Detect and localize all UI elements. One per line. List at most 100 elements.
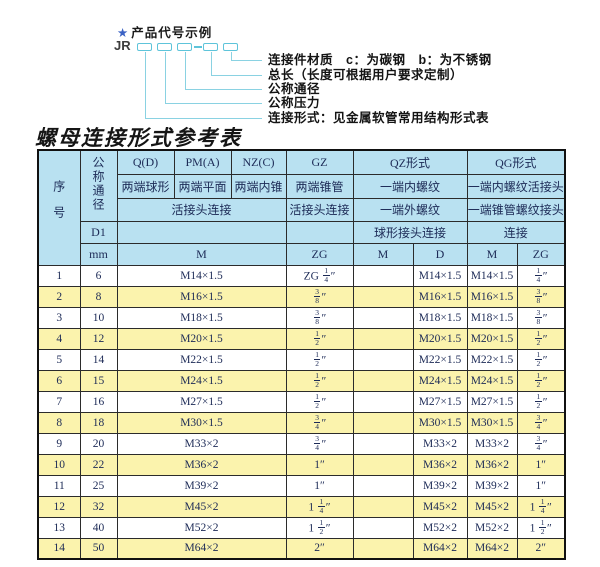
cell-qg-m: M20×1.5: [466, 327, 518, 350]
cell-qg-zg: 3 8 ″: [516, 285, 566, 308]
cell-metric-thread: M39×2: [116, 474, 287, 497]
cell-qz-m: [352, 264, 414, 287]
cell-qz-m: [352, 432, 414, 455]
cell-gz-size: 3 8 ″: [285, 285, 354, 308]
cell-qz-m: [352, 327, 414, 350]
cell-qg-zg: 1 2 ″: [516, 390, 566, 413]
cell-qg-m: M24×1.5: [466, 369, 518, 392]
header-qg-connection: 连接: [466, 220, 566, 244]
cell-metric-thread: M27×1.5: [116, 390, 287, 413]
cell-qg-m: M18×1.5: [466, 306, 518, 329]
cell-qg-zg: 2″: [516, 537, 566, 560]
cell-qg-m: M27×1.5: [466, 390, 518, 413]
cell-qz-m: [352, 285, 414, 308]
callout-label: 公称压力: [268, 96, 321, 110]
cell-qg-m: M30×1.5: [466, 411, 518, 434]
product-code-example-heading: ★ 产品代号示例: [117, 22, 212, 41]
cell-qz-m: [352, 453, 414, 476]
header-gz-connection: 活接头连接: [285, 197, 354, 222]
cell-dn: 22: [79, 453, 118, 476]
cell-qz-d: M39×2: [412, 474, 468, 497]
cell-qz-d: M52×2: [412, 516, 468, 539]
header-gz-sub: 两端锥管: [285, 173, 354, 199]
code-prefix: JR: [114, 38, 131, 53]
cell-no: 14: [37, 537, 81, 560]
cell-metric-thread: M24×1.5: [116, 369, 287, 392]
cell-metric-thread: M33×2: [116, 432, 287, 455]
cell-qg-zg: 1″: [516, 453, 566, 476]
header-qz-m: M: [352, 242, 414, 266]
cell-dn: 16: [79, 390, 118, 413]
header-qg-form: QG形式: [466, 149, 566, 175]
callout-label: 总长（长度可根据用户要求定制）: [268, 67, 464, 82]
code-box: [223, 43, 238, 51]
cell-qz-m: [352, 474, 414, 497]
cell-qg-m: M39×2: [466, 474, 518, 497]
cell-qg-m: M45×2: [466, 495, 518, 518]
star-icon: ★: [117, 26, 130, 40]
cell-qz-m: [352, 411, 414, 434]
cell-qz-d: M33×2: [412, 432, 468, 455]
table-row: 1 6 M14×1.5 ZG 1 4 ″ M14×1.5 M14×1.5 1 4 ″: [37, 264, 566, 287]
cell-dn: 6: [79, 264, 118, 287]
cell-no: 8: [37, 411, 81, 434]
header-qd-sub: 两端球形: [116, 173, 175, 199]
header-empty-gz: [285, 220, 354, 244]
callout-line-horizontal: [185, 89, 262, 91]
cell-no: 1: [37, 264, 81, 287]
header-gz: GZ: [285, 149, 354, 175]
table-row: 6 15 M24×1.5 1 2 ″ M24×1.5 M24×1.5 1 2 ″: [37, 369, 566, 392]
header-left-connection: 活接头连接: [116, 197, 287, 222]
cell-metric-thread: M18×1.5: [116, 306, 287, 329]
cell-dn: 50: [79, 537, 118, 560]
cell-qg-zg: 1 2 ″: [516, 369, 566, 392]
header-qg-m: M: [466, 242, 518, 266]
cell-gz-size: 1″: [285, 453, 354, 476]
cell-qz-d: M64×2: [412, 537, 468, 560]
cell-dn: 18: [79, 411, 118, 434]
cell-no: 9: [37, 432, 81, 455]
cell-qg-m: M22×1.5: [466, 348, 518, 371]
cell-dn: 15: [79, 369, 118, 392]
header-qz-sub1: 一端内螺纹: [352, 173, 468, 199]
callout-line-horizontal: [211, 74, 262, 76]
cell-qg-m: M64×2: [466, 537, 518, 560]
cell-qz-d: M30×1.5: [412, 411, 468, 434]
callout-line-vertical: [231, 52, 233, 60]
cell-dn: 14: [79, 348, 118, 371]
cell-qz-m: [352, 369, 414, 392]
cell-qg-m: M36×2: [466, 453, 518, 476]
cell-qz-m: [352, 516, 414, 539]
cell-gz-size: 1 2 ″: [285, 348, 354, 371]
table-row: 7 16 M27×1.5 1 2 ″ M27×1.5 M27×1.5 1 2 ″: [37, 390, 566, 413]
header-nzc-sub: 两端内锥: [230, 173, 287, 199]
table-row: 11 25 M39×2 1″ M39×2 M39×2 1″: [37, 474, 566, 497]
header-qg-zg: ZG: [516, 242, 566, 266]
cell-no: 6: [37, 369, 81, 392]
cell-dn: 40: [79, 516, 118, 539]
code-box: [137, 43, 152, 51]
cell-no: 10: [37, 453, 81, 476]
cell-dn: 32: [79, 495, 118, 518]
code-separator: [194, 46, 202, 48]
cell-qg-m: M33×2: [466, 432, 518, 455]
callout-label: 连接形式：见金属软管常用结构形式表: [268, 110, 490, 125]
cell-gz-size: 1 1 4 ″: [285, 495, 354, 518]
table-row: 9 20 M33×2 3 4 ″ M33×2 M33×2 3 4 ″: [37, 432, 566, 455]
header-qz-sub2: 一端外螺纹: [352, 197, 468, 222]
header-nominal-diameter: 公称通径: [79, 149, 118, 222]
cell-qz-d: M36×2: [412, 453, 468, 476]
cell-metric-thread: M52×2: [116, 516, 287, 539]
cell-qg-zg: 1 1 4 ″: [516, 495, 566, 518]
header-pma-sub: 两端平面: [173, 173, 232, 199]
